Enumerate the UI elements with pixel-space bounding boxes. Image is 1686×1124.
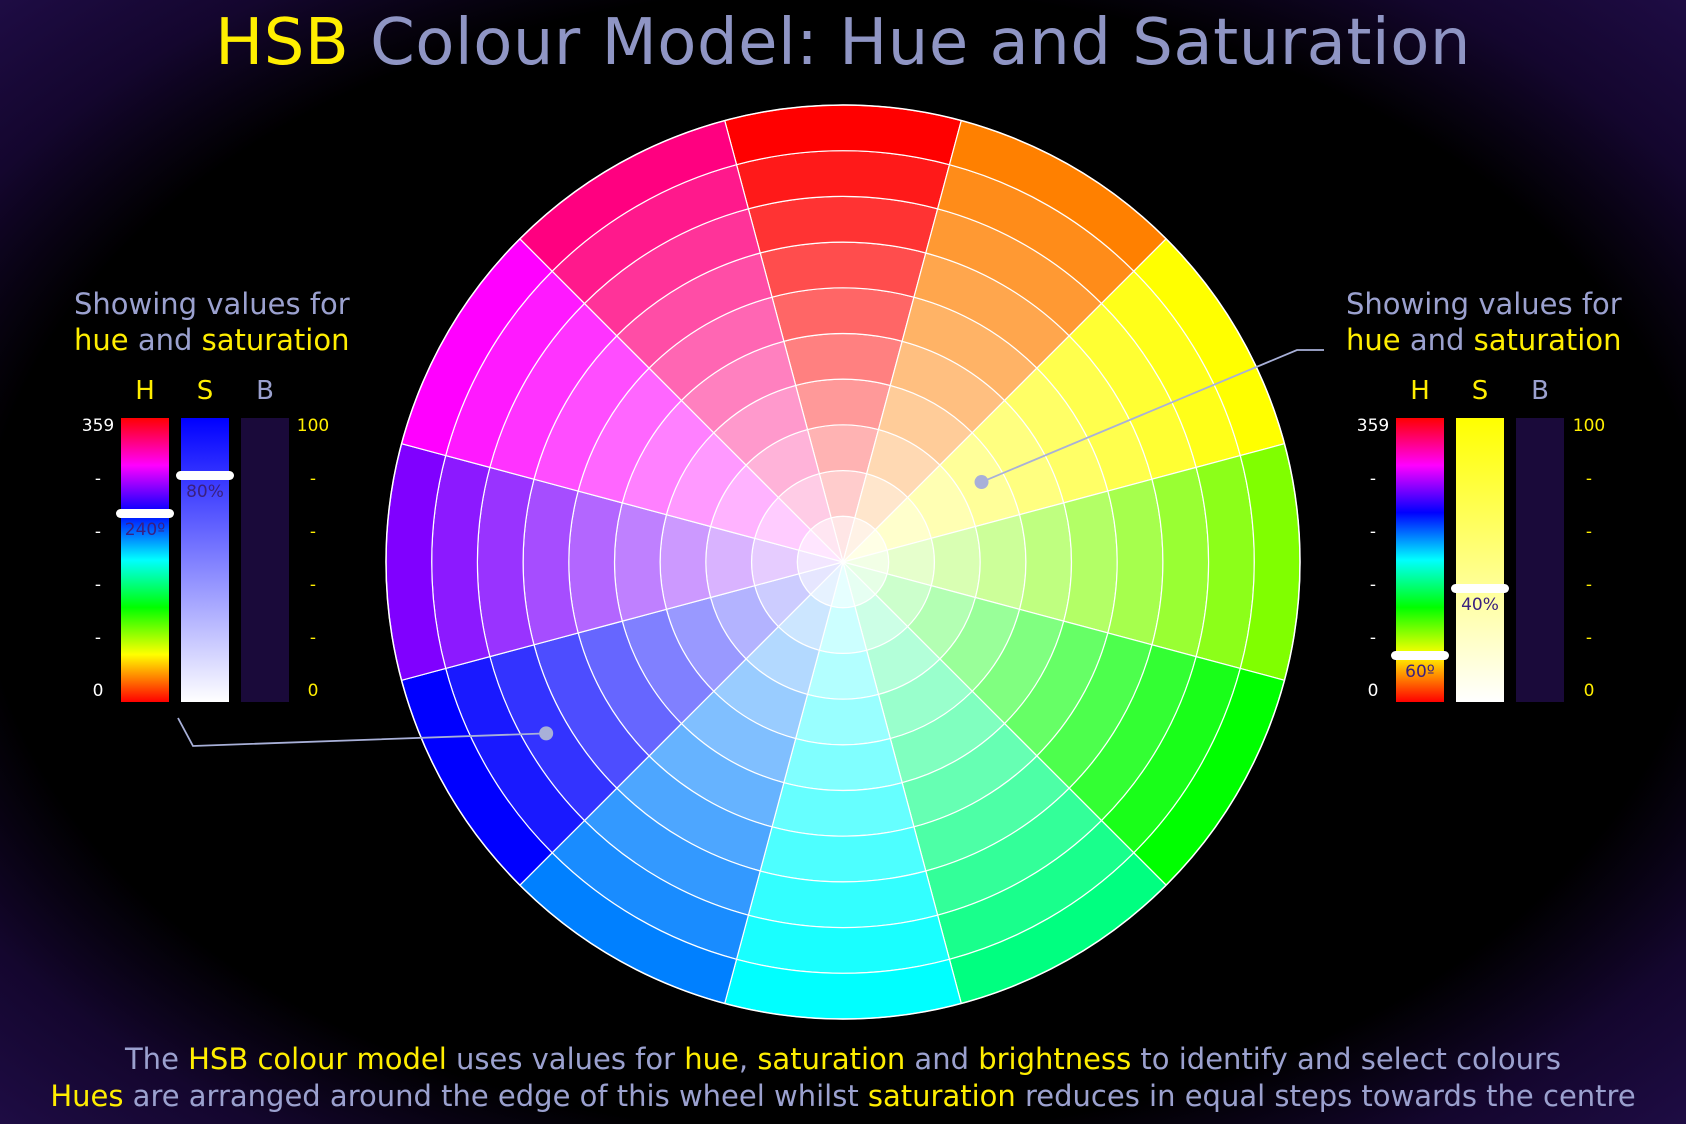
right-saturation-slider-handle[interactable] [1451, 584, 1509, 594]
left-hue-value: 240º [124, 519, 166, 540]
wheel-cell [613, 502, 668, 622]
left-saturation-slider-handle[interactable] [176, 470, 234, 480]
wheel-cell [771, 287, 915, 343]
left-tick-dash: - [94, 469, 102, 489]
right-pointer-dot [974, 475, 989, 490]
wheel-cell [974, 513, 1027, 611]
right-tick-dash-r: - [1585, 575, 1593, 595]
footer-line-2: Hues are arranged around the edge of thi… [50, 1079, 1636, 1113]
right-h-max: 359 [1356, 416, 1390, 436]
wheel-cell [806, 424, 880, 475]
left-s-label: S [196, 376, 214, 406]
page-title: HSB Colour Model: Hue and Saturation [215, 6, 1471, 80]
left-hue-bar [121, 418, 169, 702]
wheel-cell [1018, 502, 1073, 622]
left-sb-min: 0 [307, 681, 319, 701]
right-tick-dash: - [1369, 522, 1377, 542]
left-pointer-line [177, 717, 547, 747]
wheel-rim [385, 104, 1301, 1020]
left-tick-dash-r: - [309, 575, 317, 595]
left-tick-dash: - [94, 575, 102, 595]
right-tick-dash-r: - [1585, 522, 1593, 542]
wheel-cell [783, 332, 903, 387]
left-h-min: 0 [92, 681, 104, 701]
right-caption: Showing values for hue and saturation [1346, 286, 1622, 358]
left-tick-dash-r: - [309, 469, 317, 489]
wheel-cell [794, 693, 892, 746]
right-caption-line2: hue and saturation [1346, 323, 1622, 357]
left-brightness-bar [241, 418, 289, 702]
wheel-cell [705, 525, 756, 599]
left-caption-line2: hue and saturation [74, 323, 350, 357]
right-saturation-bar [1456, 418, 1504, 702]
left-h-max: 359 [81, 416, 115, 436]
right-sb-max: 100 [1572, 416, 1606, 436]
left-caption: Showing values for hue and saturation [74, 286, 350, 358]
left-pointer-dot [539, 726, 554, 741]
right-tick-dash-r: - [1585, 628, 1593, 648]
right-tick-dash: - [1369, 469, 1377, 489]
right-b-label: B [1531, 376, 1549, 406]
left-tick-dash: - [94, 522, 102, 542]
left-b-label: B [256, 376, 274, 406]
right-pointer-line [981, 349, 1324, 483]
left-h-label: H [135, 376, 155, 406]
right-tick-dash-r: - [1585, 469, 1593, 489]
right-hue-slider-handle[interactable] [1391, 650, 1449, 660]
wheel-cell [806, 649, 880, 700]
right-sb-min: 0 [1583, 681, 1595, 701]
wheel-cell [783, 737, 903, 792]
right-hue-value: 60º [1405, 661, 1435, 682]
left-hue-slider-handle[interactable] [116, 508, 174, 518]
left-tick-dash-r: - [309, 628, 317, 648]
wheel-cell [1062, 490, 1118, 634]
left-caption-line1: Showing values for [74, 287, 350, 321]
wheel-cell [659, 513, 712, 611]
wheel-cell [930, 525, 981, 599]
footer-line-1: The HSB colour model uses values for hue… [124, 1042, 1562, 1076]
left-tick-dash-r: - [309, 522, 317, 542]
wheel-cell [568, 490, 624, 634]
right-saturation-value: 40% [1461, 595, 1499, 616]
right-tick-dash: - [1369, 628, 1377, 648]
left-saturation-value: 80% [186, 481, 224, 502]
right-brightness-bar [1516, 418, 1564, 702]
right-h-label: H [1410, 376, 1430, 406]
right-caption-line1: Showing values for [1346, 287, 1622, 321]
left-sb-max: 100 [296, 416, 330, 436]
left-saturation-bar [181, 418, 229, 702]
wheel-cell [794, 378, 892, 431]
wheel-cell [771, 781, 915, 837]
left-tick-dash: - [94, 628, 102, 648]
right-h-min: 0 [1367, 681, 1379, 701]
right-s-label: S [1471, 376, 1489, 406]
right-tick-dash: - [1369, 575, 1377, 595]
